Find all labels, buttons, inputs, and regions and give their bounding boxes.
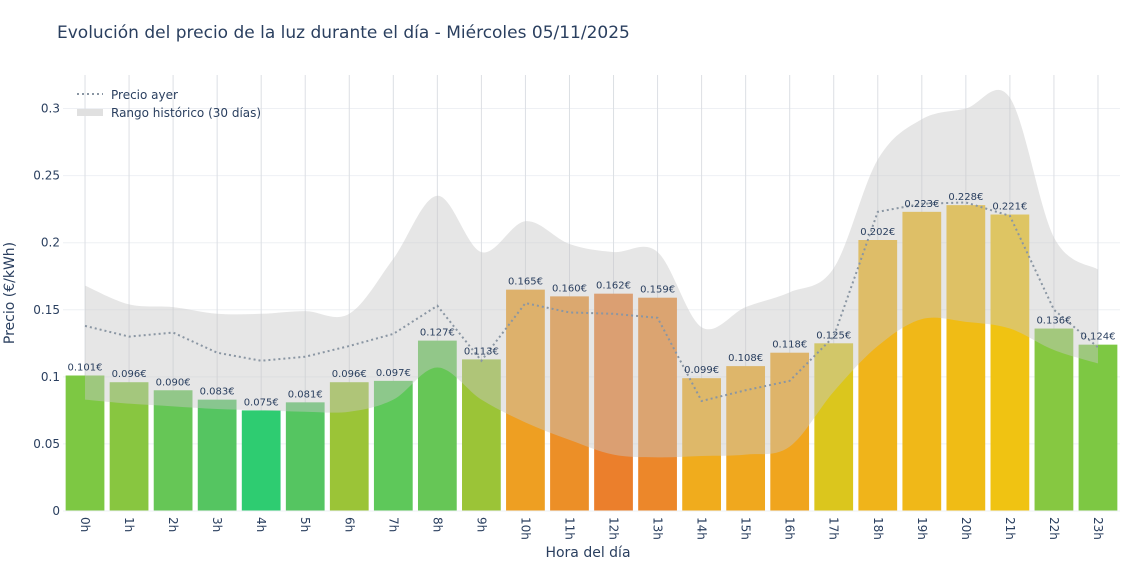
x-tick-label: 8h <box>430 517 444 532</box>
x-tick-label: 6h <box>342 517 356 532</box>
price-bar <box>770 352 810 511</box>
price-bar <box>506 289 545 511</box>
bar-value-label: 0.099€ <box>684 365 719 376</box>
x-tick-label: 22h <box>1047 517 1061 540</box>
bar-value-label: 0.124€ <box>1080 332 1115 343</box>
price-bar <box>638 297 677 511</box>
chart-title: Evolución del precio de la luz durante e… <box>57 23 630 43</box>
bar-value-label: 0.113€ <box>464 346 499 357</box>
y-tick-label: 0.15 <box>33 303 60 317</box>
price-bar <box>1034 328 1074 511</box>
y-tick-label: 0.2 <box>41 236 60 250</box>
x-tick-label: 9h <box>474 517 488 532</box>
price-bar <box>858 240 898 512</box>
x-tick-label: 11h <box>562 517 576 540</box>
x-tick-label: 18h <box>871 517 885 540</box>
y-tick-label: 0.05 <box>33 437 60 451</box>
x-tick-label: 1h <box>122 517 136 532</box>
x-tick-label: 5h <box>298 517 312 532</box>
price-bar <box>550 296 589 511</box>
bar-value-label: 0.127€ <box>420 328 455 339</box>
y-tick-label: 0.1 <box>41 370 60 384</box>
price-bar <box>153 390 193 511</box>
price-bar <box>285 402 325 511</box>
bar-value-label: 0.118€ <box>772 340 807 351</box>
x-tick-label: 12h <box>607 517 621 540</box>
bar-value-label: 0.160€ <box>552 283 587 294</box>
x-tick-label: 15h <box>739 517 753 540</box>
bar-value-label: 0.136€ <box>1036 316 1071 327</box>
y-tick-label: 0 <box>52 504 60 518</box>
x-tick-label: 17h <box>827 517 841 540</box>
price-bar <box>65 375 105 511</box>
bar-value-label: 0.223€ <box>904 199 939 210</box>
x-tick-label: 23h <box>1091 517 1105 540</box>
x-tick-label: 7h <box>386 517 400 532</box>
price-bar <box>109 382 149 511</box>
price-bar <box>1078 344 1118 511</box>
bar-value-label: 0.221€ <box>992 202 1027 213</box>
price-bar <box>990 214 1030 511</box>
y-tick-label: 0.3 <box>41 102 60 116</box>
price-bar <box>329 382 369 511</box>
price-bar <box>594 293 633 511</box>
bar-value-label: 0.108€ <box>728 353 763 364</box>
x-tick-label: 4h <box>254 517 268 532</box>
bar-value-label: 0.101€ <box>68 363 103 374</box>
legend-band-swatch-icon <box>77 109 103 116</box>
x-tick-label: 10h <box>518 517 532 540</box>
legend-yesterday[interactable]: Precio ayer <box>111 88 178 102</box>
bar-value-label: 0.165€ <box>508 277 543 288</box>
price-bar <box>462 359 501 511</box>
x-tick-label: 0h <box>78 517 92 532</box>
x-tick-label: 19h <box>915 517 929 540</box>
x-tick-label: 16h <box>783 517 797 540</box>
bar-value-label: 0.228€ <box>948 192 983 203</box>
price-bar <box>902 211 942 512</box>
x-axis-title: Hora del día <box>545 545 630 561</box>
legend-historic-range[interactable]: Rango histórico (30 días) <box>111 106 261 120</box>
bar-value-label: 0.075€ <box>244 397 279 408</box>
price-bar <box>241 410 281 511</box>
x-tick-label: 21h <box>1003 517 1017 540</box>
bar-value-label: 0.159€ <box>640 285 675 296</box>
bar-value-label: 0.162€ <box>596 281 631 292</box>
price-bar <box>373 380 413 511</box>
y-axis-title: Precio (€/kWh) <box>2 242 18 344</box>
bar-value-label: 0.202€ <box>860 227 895 238</box>
bar-value-label: 0.096€ <box>112 369 147 380</box>
x-tick-label: 14h <box>695 517 709 540</box>
price-bar <box>417 340 457 511</box>
historic-range-band <box>85 89 1098 458</box>
yesterday-price-line <box>84 201 1099 403</box>
y-tick-label: 0.25 <box>33 169 60 183</box>
price-bar <box>197 399 237 511</box>
bar-value-label: 0.083€ <box>200 387 235 398</box>
bar-value-label: 0.081€ <box>288 389 323 400</box>
bar-value-label: 0.097€ <box>376 368 411 379</box>
legend[interactable]: Precio ayer Rango histórico (30 días) <box>77 88 261 120</box>
bar-value-label: 0.090€ <box>156 377 191 388</box>
x-tick-label: 2h <box>166 517 180 532</box>
x-tick-label: 3h <box>210 517 224 532</box>
price-bar <box>814 343 854 511</box>
bar-value-label: 0.096€ <box>332 369 367 380</box>
price-bar <box>946 205 986 512</box>
x-tick-label: 13h <box>651 517 665 540</box>
bar-value-label: 0.125€ <box>816 330 851 341</box>
x-tick-label: 20h <box>959 517 973 540</box>
